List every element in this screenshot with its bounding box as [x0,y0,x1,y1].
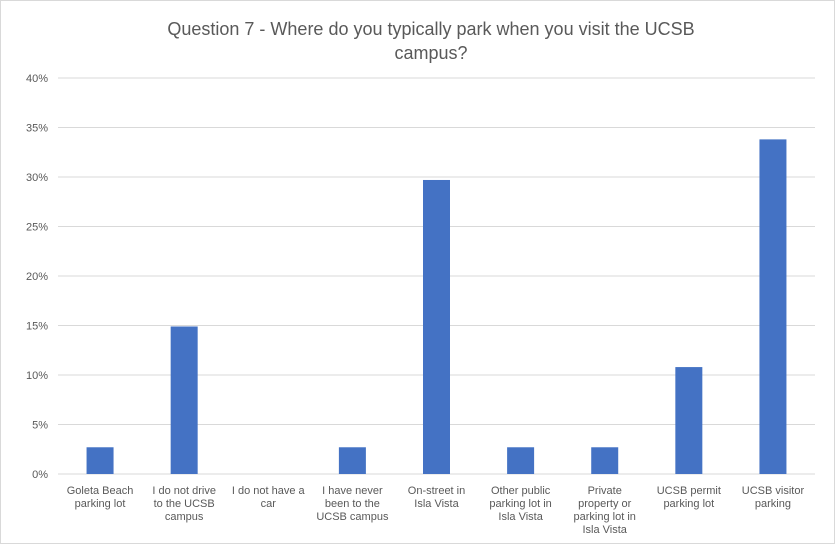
y-tick-label: 0% [32,469,48,481]
bar [759,139,787,474]
x-category-label: I have never been to the UCSB campus [316,485,389,523]
y-tick-label: 15% [26,321,48,333]
chart-title-line-2: campus? [394,43,468,63]
y-tick-label: 10% [26,370,48,382]
bar [507,447,535,474]
bar [338,447,366,474]
y-tick-label: 25% [26,222,48,234]
x-category-label: UCSB visitor parking [742,485,805,510]
y-tick-label: 20% [26,271,48,283]
bar [423,179,450,474]
x-category-label: On-street in Isla Vista [408,485,465,510]
y-tick-label: 40% [26,73,48,85]
x-category-label: Goleta Beach parking lot [67,485,134,510]
x-category-label: I do not have a car [232,485,306,510]
bar [170,326,198,474]
chart-title: Question 7 - Where do you typically park… [121,17,741,65]
x-category-label: Private property or parking lot in Isla Vis… [574,485,636,536]
x-category-label: UCSB permit parking lot [657,485,721,510]
x-category-label: Other public parking lot in Isla Vista [489,485,551,523]
bar [675,367,703,474]
y-tick-label: 5% [32,420,48,432]
chart-title-line-1: Question 7 - Where do you typically park… [167,19,695,39]
x-category-label: I do not drive to the UCSB campus [152,485,216,523]
y-tick-label: 35% [26,123,48,135]
bar [86,447,114,474]
y-tick-label: 30% [26,172,48,184]
bar [591,447,619,474]
